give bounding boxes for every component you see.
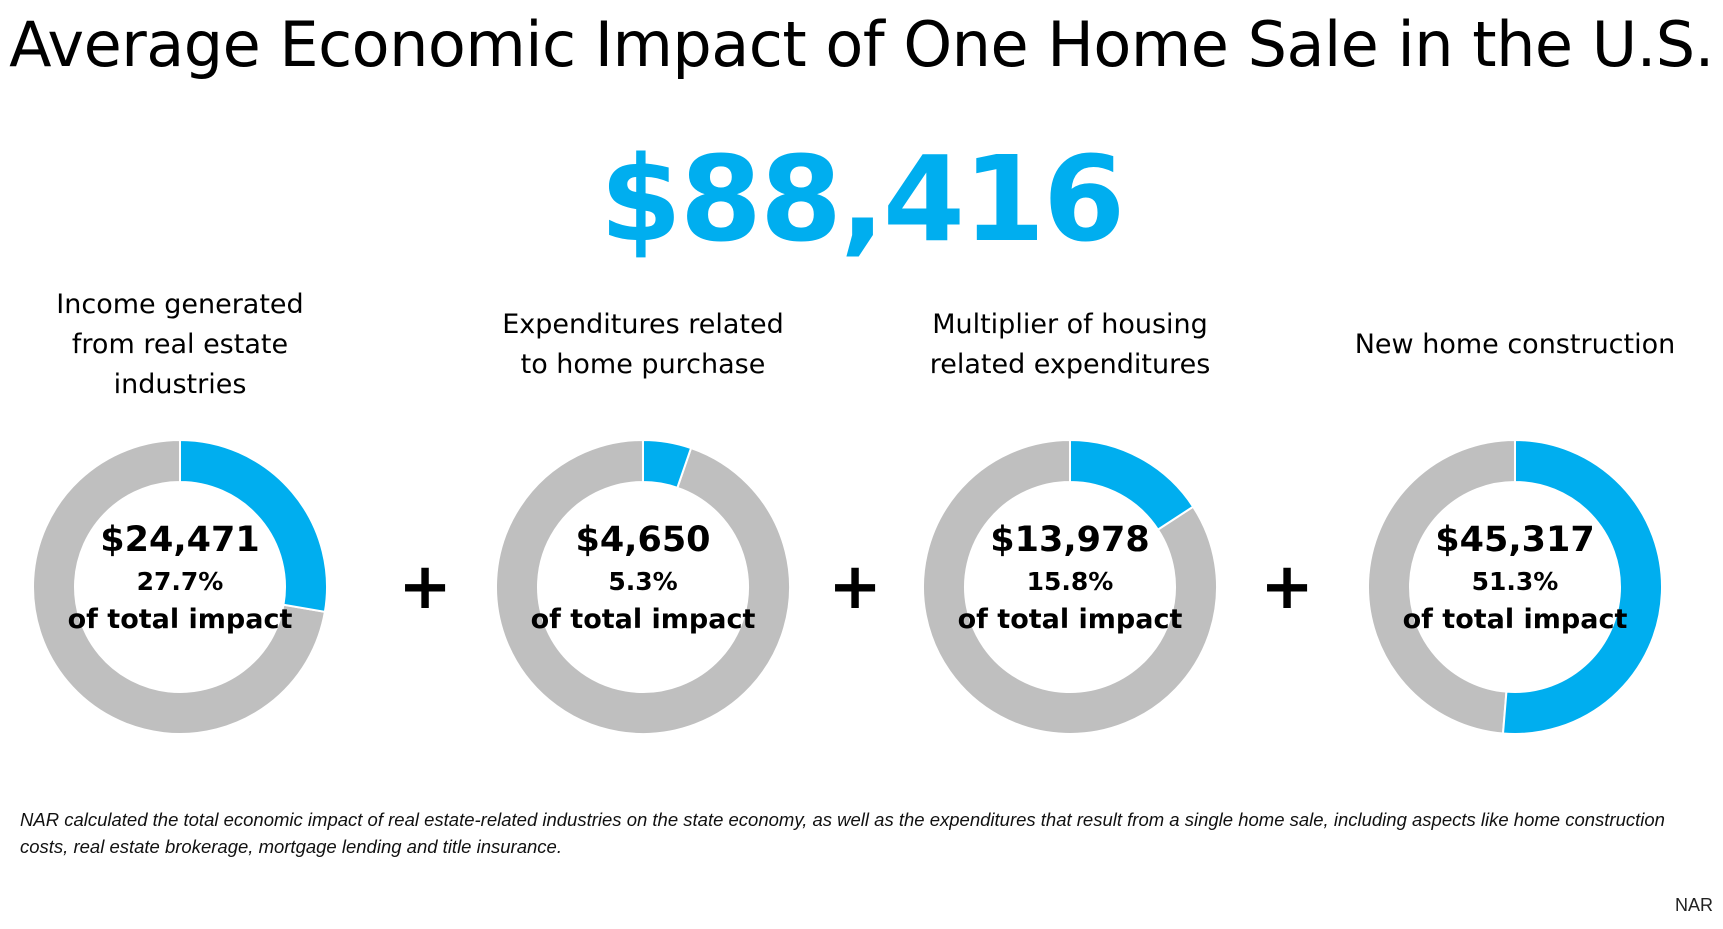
category-label: Expenditures related to home purchase bbox=[443, 305, 843, 385]
donut-1 bbox=[32, 438, 328, 735]
value-label: $45,317 bbox=[1435, 520, 1595, 560]
share-caption: of total impact bbox=[1402, 604, 1628, 635]
value-label: $24,471 bbox=[100, 520, 260, 560]
donut-value-slice bbox=[1069, 438, 1195, 532]
donut-remainder-slice bbox=[1367, 438, 1516, 735]
category-label-text: Multiplier of housing related expenditur… bbox=[929, 309, 1211, 380]
value-label: $13,978 bbox=[990, 520, 1150, 560]
donut-remainder-slice bbox=[495, 438, 791, 735]
total-impact: $88,416 bbox=[599, 130, 1125, 268]
donut-remainder-slice bbox=[32, 438, 327, 735]
donut-center-text: $24,471 27.7% of total impact bbox=[50, 518, 310, 638]
donut-center-text: $4,650 5.3% of total impact bbox=[513, 518, 773, 638]
footnote: NAR calculated the total economic impact… bbox=[20, 809, 1665, 857]
donut-value-slice bbox=[642, 438, 693, 490]
plus-sign: + bbox=[398, 550, 452, 624]
share-caption: of total impact bbox=[67, 604, 293, 635]
percent-label: 5.3% bbox=[608, 567, 678, 596]
share-caption: of total impact bbox=[957, 604, 1183, 635]
donut-2 bbox=[495, 438, 791, 735]
plus-sign: + bbox=[828, 550, 882, 624]
donut-center-text: $13,978 15.8% of total impact bbox=[940, 518, 1200, 638]
category-label-text: Income generated from real estate indust… bbox=[56, 289, 304, 400]
chart-title: Average Economic Impact of One Home Sale… bbox=[9, 8, 1714, 81]
value-label: $4,650 bbox=[575, 520, 711, 560]
category-label: Income generated from real estate indust… bbox=[0, 289, 380, 400]
percent-label: 27.7% bbox=[136, 567, 224, 596]
source-label: NAR bbox=[1674, 895, 1713, 915]
donut-value-slice bbox=[179, 438, 328, 613]
plus-sign: + bbox=[1260, 550, 1314, 624]
category-label: Multiplier of housing related expenditur… bbox=[870, 305, 1270, 385]
percent-label: 15.8% bbox=[1026, 567, 1114, 596]
category-label-text: Expenditures related to home purchase bbox=[502, 309, 784, 380]
share-caption: of total impact bbox=[530, 604, 756, 635]
percent-label: 51.3% bbox=[1471, 567, 1559, 596]
donut-4 bbox=[1367, 438, 1663, 735]
donut-value-slice bbox=[1501, 438, 1663, 735]
donut-3 bbox=[922, 438, 1218, 735]
donut-center-text: $45,317 51.3% of total impact bbox=[1385, 518, 1645, 638]
category-label-text: New home construction bbox=[1354, 329, 1676, 360]
donut-remainder-slice bbox=[922, 438, 1218, 735]
category-label: New home construction bbox=[1315, 305, 1715, 385]
